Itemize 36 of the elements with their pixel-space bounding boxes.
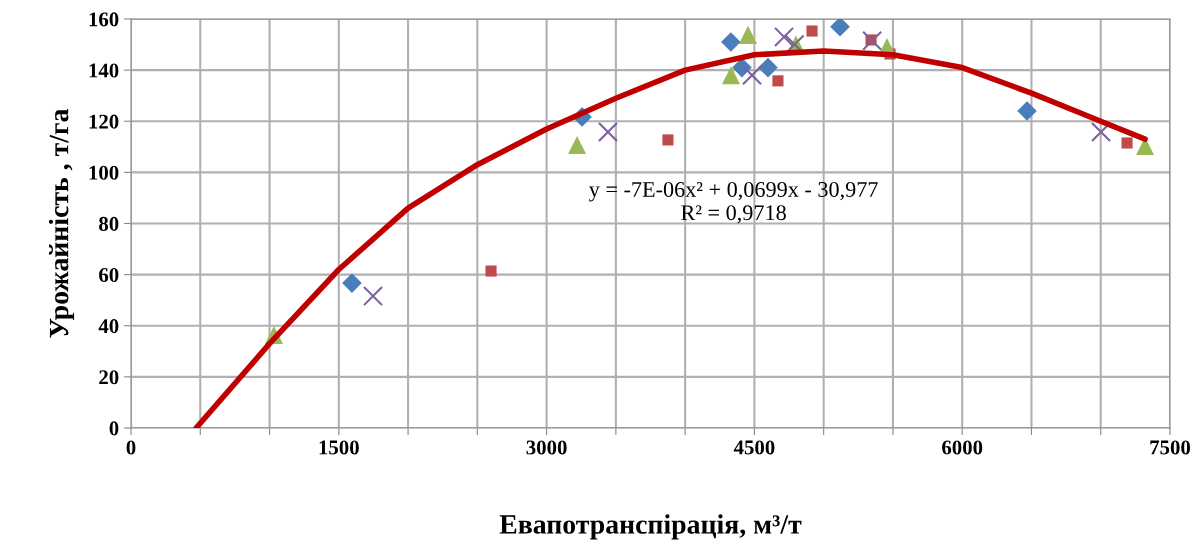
point — [362, 286, 384, 307]
y-tick-label: 60 — [99, 268, 119, 283]
point — [721, 66, 741, 85]
y-tick-label: 20 — [99, 370, 119, 385]
point — [1121, 137, 1133, 149]
point — [758, 57, 778, 78]
x-tick-label: 4500 — [733, 440, 775, 455]
point — [741, 65, 763, 86]
point — [772, 75, 784, 87]
point — [662, 134, 674, 146]
y-tick-label: 80 — [99, 216, 119, 231]
x-tick-label: 6000 — [942, 440, 983, 455]
annotation: y = -7E-06x² + 0,0699x - 30,977 R² = 0,9718 — [589, 181, 878, 224]
point — [568, 136, 587, 155]
y-tick-label: 40 — [98, 319, 119, 334]
point — [806, 25, 818, 37]
y-tick-label: 120 — [89, 114, 119, 129]
point — [862, 30, 883, 51]
x-axis-title: Евапотранспірація, м³/т — [499, 514, 802, 540]
y-tick-label: 0 — [109, 421, 119, 436]
point — [721, 32, 741, 52]
point — [830, 19, 850, 37]
y-tick-label: 140 — [89, 63, 119, 78]
x-tick-label: 0 — [126, 440, 136, 455]
y-tick-label: 160 — [89, 12, 119, 27]
y-tick-label: 100 — [89, 165, 119, 180]
point — [1017, 101, 1037, 121]
x-tick-label: 3000 — [526, 440, 567, 455]
point — [597, 121, 619, 143]
point — [773, 26, 795, 47]
y-axis-title: Урожайність , т/га — [48, 109, 75, 338]
point — [342, 273, 362, 293]
x-tick-label: 1500 — [319, 440, 359, 455]
point — [485, 265, 497, 277]
point — [739, 25, 758, 44]
x-tick-label: 7500 — [1150, 440, 1191, 455]
